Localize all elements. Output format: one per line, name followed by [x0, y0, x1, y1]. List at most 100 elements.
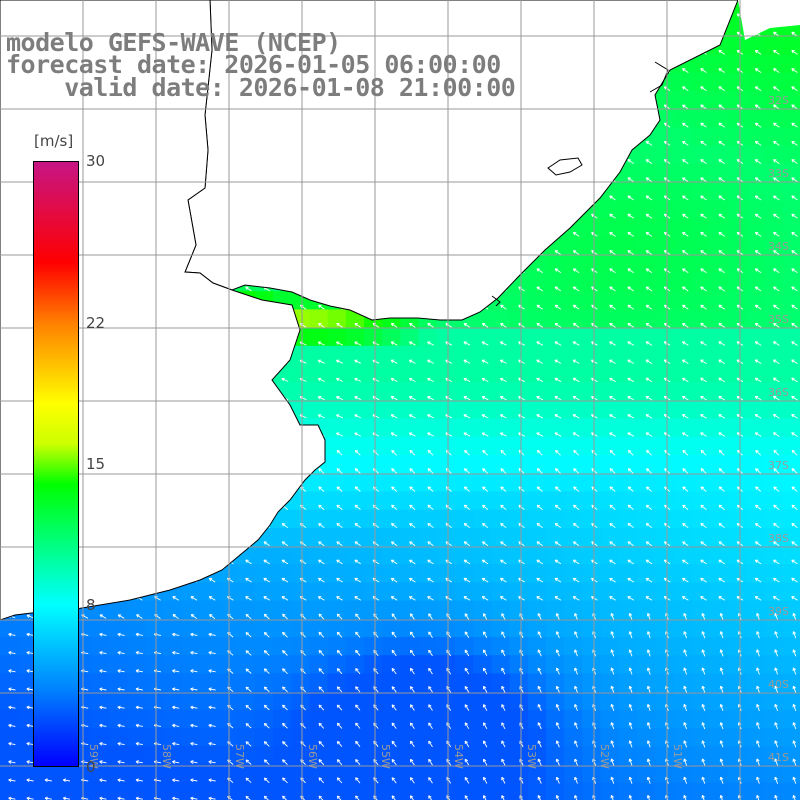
wind-speed-cell — [109, 709, 128, 729]
wind-speed-cell — [673, 418, 693, 438]
wind-speed-cell — [400, 436, 420, 456]
wind-speed-cell — [527, 509, 547, 529]
wind-arrow — [208, 596, 216, 601]
wind-speed-cell — [109, 655, 128, 674]
wind-speed-cell — [455, 473, 474, 492]
wind-arrow — [555, 685, 560, 693]
wind-arrow — [391, 667, 397, 675]
wind-speed-cell — [764, 200, 784, 219]
wind-speed-cell — [418, 382, 438, 401]
wind-speed-cell — [709, 345, 729, 365]
wind-arrow — [172, 723, 180, 728]
wind-speed-cell — [746, 418, 765, 438]
wind-arrow — [754, 250, 762, 255]
wind-speed-cell — [509, 455, 529, 474]
wind-speed-cell — [436, 327, 456, 347]
wind-speed-cell — [455, 527, 474, 547]
wind-speed-cell — [236, 618, 256, 638]
wind-arrow — [554, 359, 562, 364]
wind-speed-cell — [364, 327, 383, 347]
wind-arrow — [427, 504, 434, 510]
wind-arrow — [628, 685, 633, 693]
wind-arrow — [427, 468, 434, 474]
wind-speed-cell — [218, 618, 238, 638]
wind-speed-cell — [582, 600, 602, 620]
wind-speed-cell — [691, 600, 711, 620]
wind-speed-cell — [709, 527, 729, 547]
wind-arrow — [682, 140, 689, 146]
wind-arrow — [482, 504, 489, 510]
wind-speed-cell — [673, 127, 693, 147]
wind-speed-cell — [364, 473, 383, 492]
wind-speed-cell — [345, 345, 365, 365]
wind-arrow — [791, 504, 798, 510]
wind-speed-cell — [746, 600, 765, 620]
wind-speed-cell — [400, 491, 420, 511]
wind-speed-cell — [491, 655, 511, 674]
wind-speed-cell — [782, 782, 800, 800]
wind-speed-cell — [546, 728, 565, 747]
wind-arrow — [792, 631, 797, 639]
wind-speed-cell — [327, 691, 347, 711]
wind-speed-cell — [109, 728, 128, 747]
wind-arrow — [483, 667, 488, 675]
wind-speed-cell — [236, 709, 256, 729]
wind-speed-cell — [746, 746, 765, 765]
wind-speed-cell — [327, 564, 347, 583]
wind-speed-cell — [455, 418, 474, 438]
wind-arrow — [682, 432, 689, 437]
wind-arrow — [8, 760, 16, 764]
wind-speed-cell — [382, 673, 401, 693]
wind-arrow — [773, 195, 780, 201]
wind-speed-cell — [364, 491, 383, 511]
wind-arrow — [627, 449, 634, 456]
wind-arrow — [791, 596, 798, 601]
wind-speed-cell — [418, 673, 438, 693]
wind-arrow — [427, 559, 434, 565]
wind-speed-cell — [491, 364, 511, 383]
wind-speed-cell — [400, 782, 420, 800]
wind-arrow — [463, 504, 470, 510]
wind-arrow — [645, 523, 653, 529]
wind-speed-cell — [618, 473, 638, 492]
wind-speed-cell — [145, 782, 165, 800]
wind-speed-cell — [655, 637, 674, 656]
wind-speed-cell — [436, 455, 456, 474]
wind-speed-cell — [782, 527, 800, 547]
wind-speed-cell — [618, 564, 638, 583]
wind-speed-cell — [436, 655, 456, 674]
wind-arrow — [409, 722, 415, 729]
wind-arrow — [500, 559, 507, 565]
wind-arrow — [791, 195, 798, 201]
wind-arrow — [537, 704, 542, 711]
wind-speed-cell — [345, 509, 365, 529]
wind-arrow — [536, 504, 543, 510]
wind-arrow — [572, 359, 580, 364]
wind-arrow — [427, 396, 434, 401]
wind-speed-cell — [673, 72, 693, 92]
wind-speed-cell — [345, 600, 365, 620]
wind-arrow — [536, 541, 543, 547]
wind-arrow — [99, 614, 107, 619]
wind-speed-cell — [109, 600, 128, 620]
wind-speed-cell — [491, 327, 511, 347]
wind-speed-cell — [673, 546, 693, 565]
wind-speed-cell — [746, 673, 765, 693]
wind-speed-cell — [527, 728, 547, 747]
wind-arrow — [318, 704, 325, 711]
wind-arrow — [282, 650, 288, 656]
wind-speed-cell — [436, 673, 456, 693]
wind-arrow — [318, 740, 325, 747]
wind-arrow — [627, 432, 635, 437]
wind-speed-cell — [473, 709, 492, 729]
wind-speed-cell — [709, 163, 729, 183]
wind-speed-cell — [254, 582, 274, 602]
wind-speed-cell — [382, 655, 401, 674]
wind-speed-cell — [291, 527, 310, 547]
wind-speed-cell — [782, 473, 800, 492]
wind-arrow — [190, 596, 198, 601]
wind-arrow — [500, 577, 507, 583]
wind-speed-cell — [673, 637, 693, 656]
wind-arrow — [791, 104, 798, 110]
wind-speed-cell — [691, 91, 711, 110]
